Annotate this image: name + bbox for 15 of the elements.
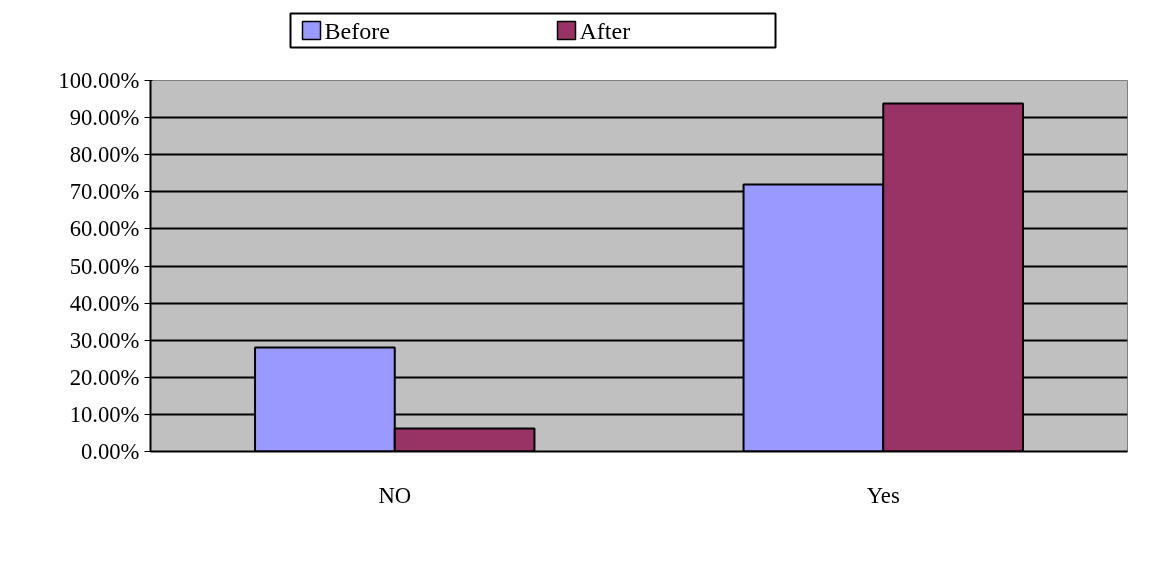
y-tick-label: 80.00% — [69, 142, 140, 168]
y-tick-label: 0.00% — [80, 439, 140, 464]
x-tick-label: Yes — [866, 482, 900, 508]
y-tick-label: 60.00% — [69, 216, 140, 242]
y-tick-label: 10.00% — [69, 401, 140, 427]
legend-label: Before — [324, 17, 390, 44]
y-tick-label: 100.00% — [58, 68, 140, 93]
y-tick-label: 70.00% — [69, 179, 140, 205]
y-tick-label: 40.00% — [69, 290, 140, 316]
x-tick-label: NO — [378, 482, 412, 508]
legend-label: After — [579, 17, 631, 44]
y-tick-label: 30.00% — [69, 327, 140, 353]
y-tick-label: 50.00% — [69, 253, 140, 279]
y-tick-label: 20.00% — [69, 364, 140, 390]
y-tick-label: 90.00% — [69, 105, 140, 131]
